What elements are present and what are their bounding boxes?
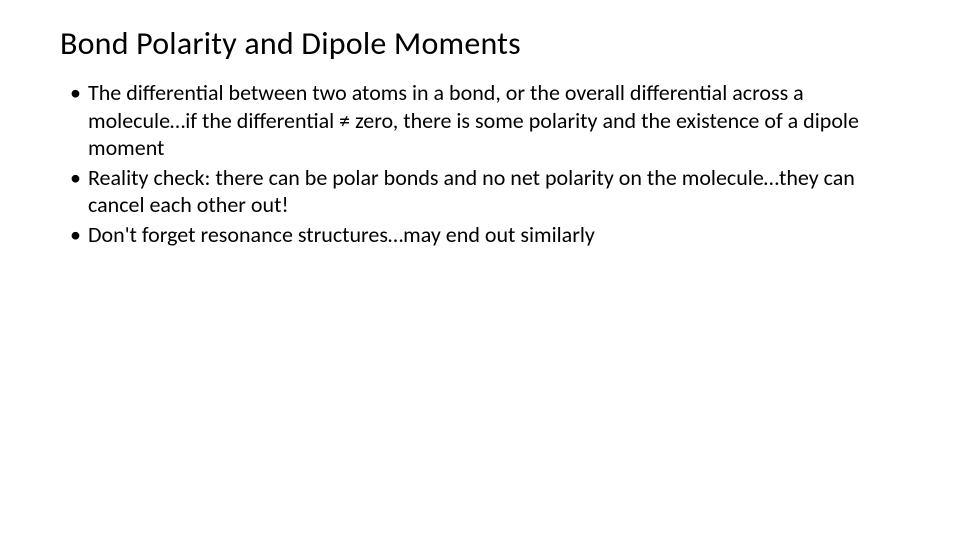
bullet-item: Reality check: there can be polar bonds … (70, 164, 900, 219)
bullet-item: Don't forget resonance structures…may en… (70, 221, 900, 249)
bullet-list: The differential between two atoms in a … (60, 79, 900, 248)
slide-title: Bond Polarity and Dipole Moments (60, 24, 900, 63)
bullet-item: The differential between two atoms in a … (70, 79, 900, 162)
